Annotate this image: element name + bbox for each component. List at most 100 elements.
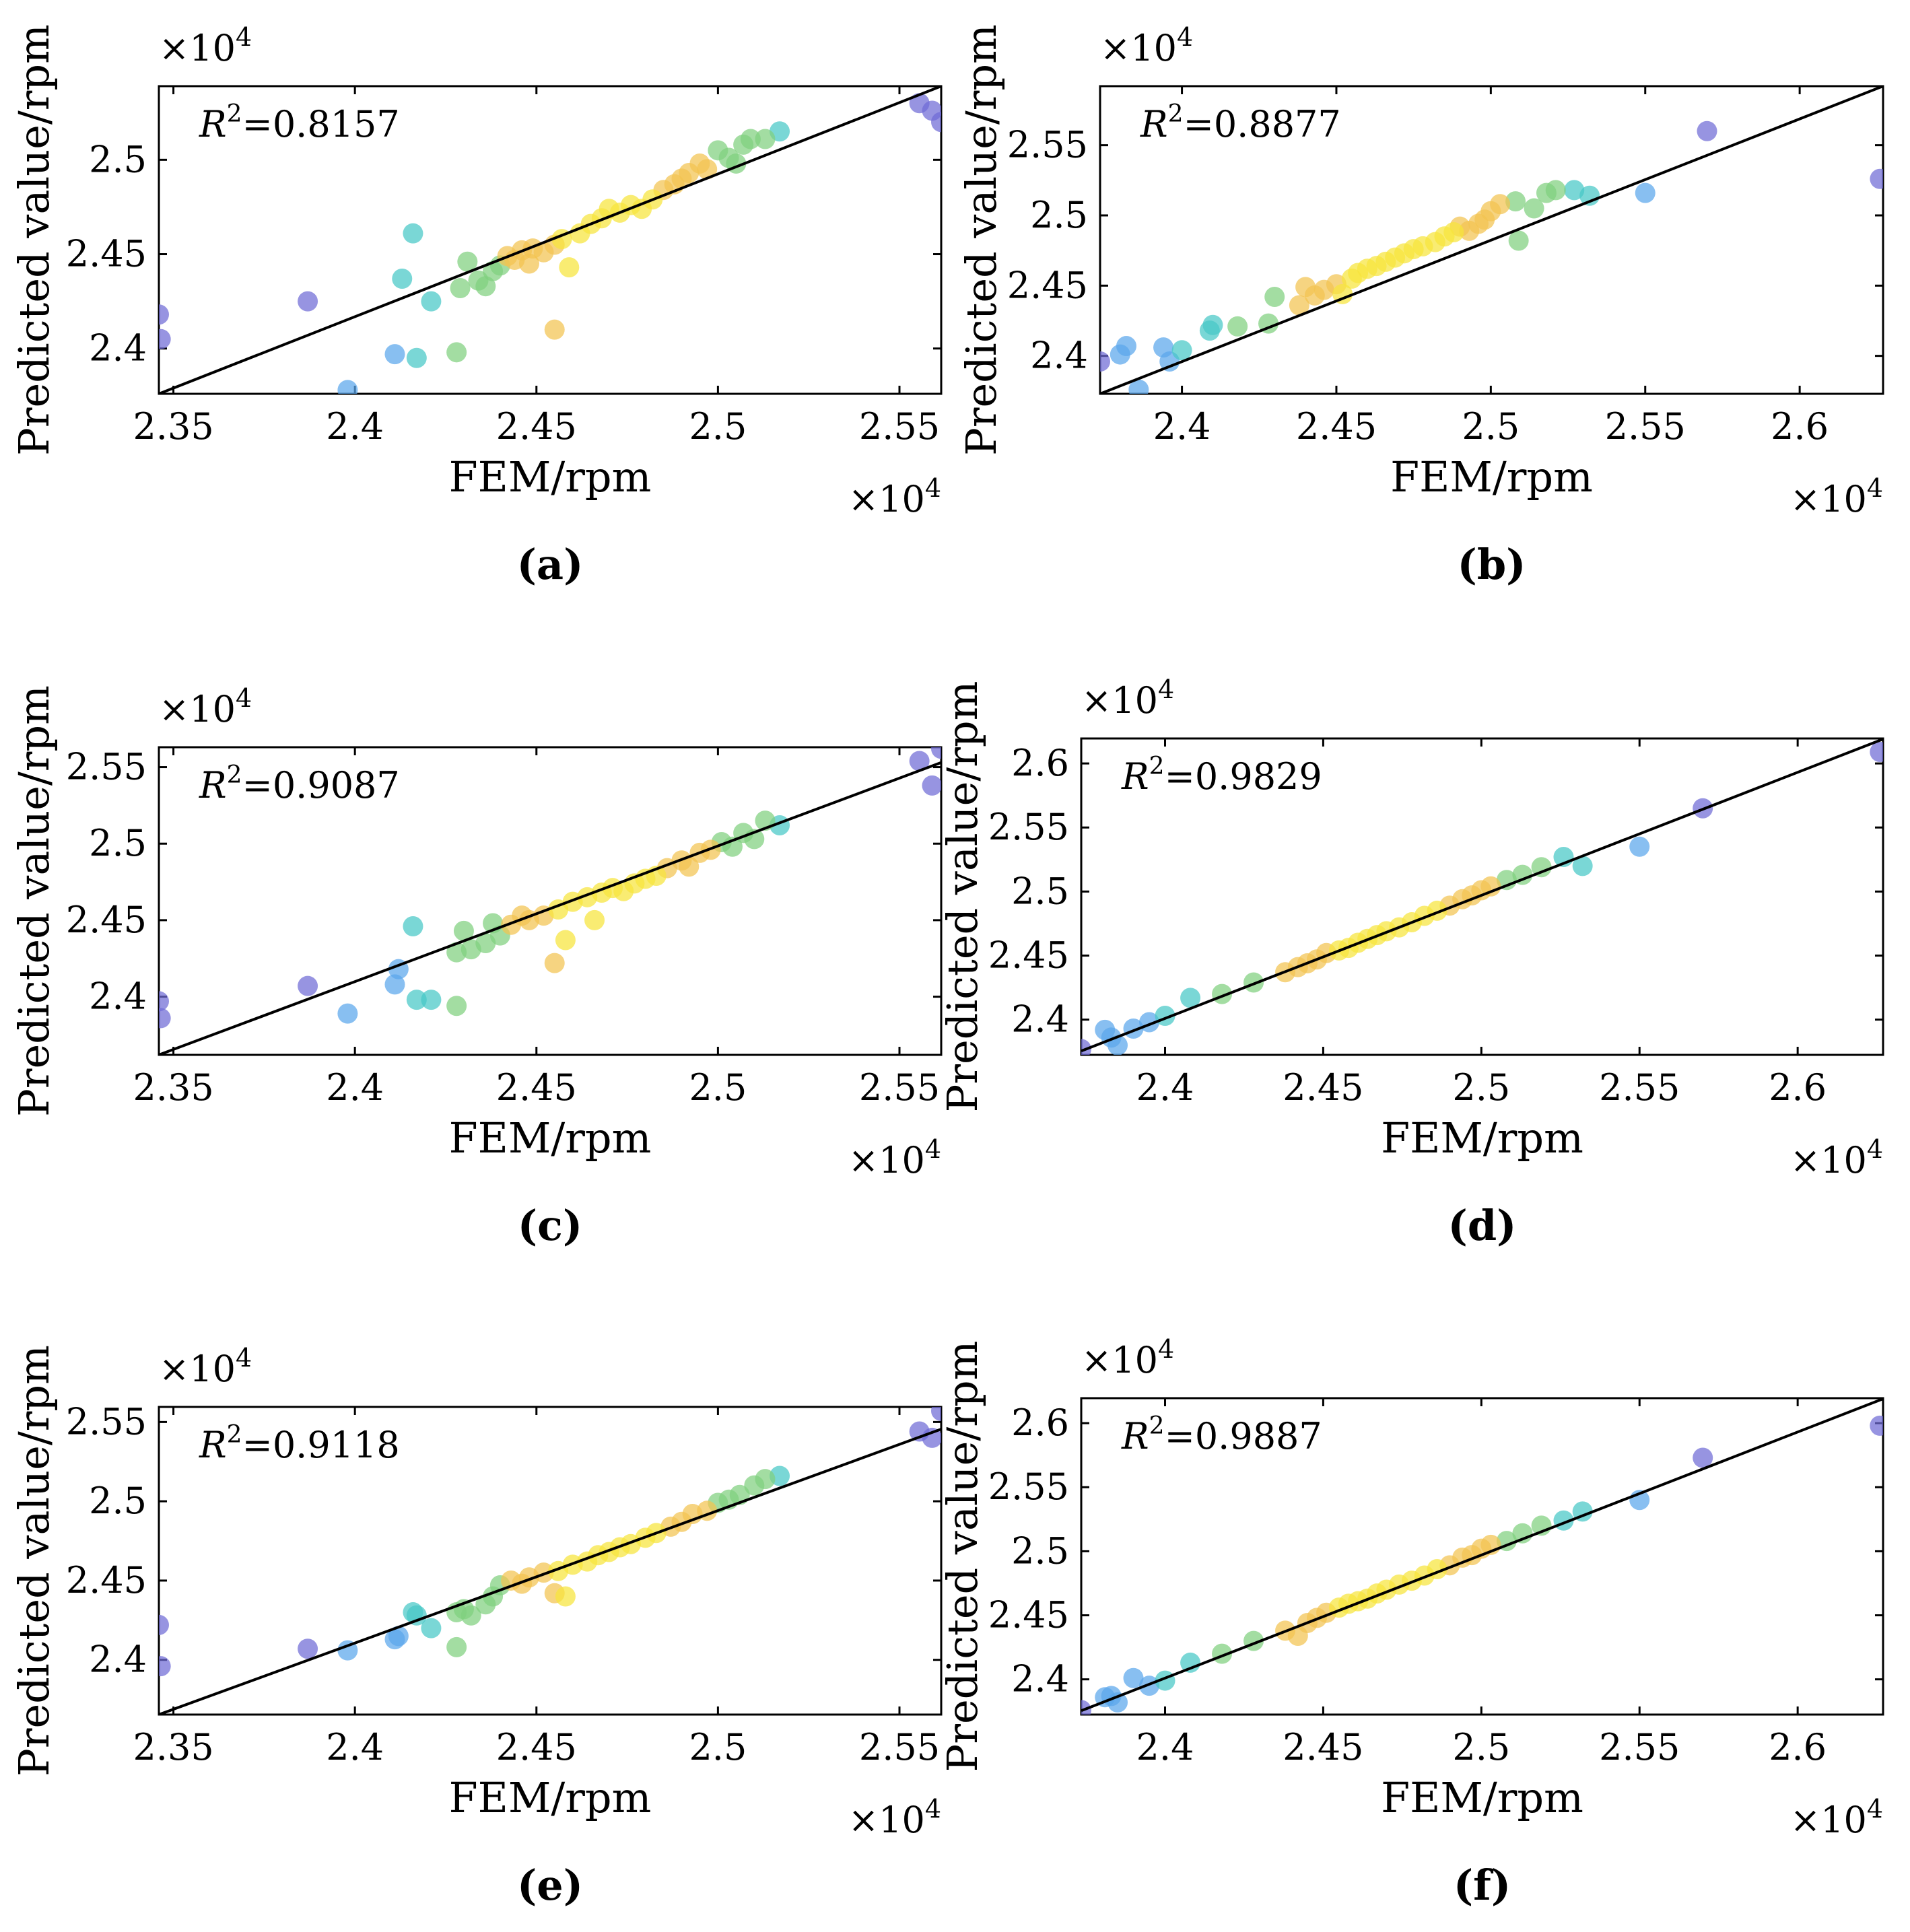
x-tick-label: 2.55: [1599, 1066, 1680, 1109]
data-point: [159, 1656, 171, 1677]
x-tick-label: 2.5: [1452, 1066, 1510, 1109]
r-squared-label: R2=0.9118: [199, 1421, 400, 1466]
data-point: [384, 974, 405, 995]
data-point: [159, 329, 171, 349]
y-multiplier: ×104: [159, 1343, 252, 1390]
x-tick-label: 2.4: [1136, 1726, 1194, 1768]
x-tick-label: 2.5: [1462, 405, 1520, 448]
fit-line: [159, 86, 941, 394]
x-axis-label: FEM/rpm: [1381, 1113, 1583, 1163]
r-squared-label: R2=0.8877: [1140, 100, 1341, 145]
y-multiplier-exponent: 4: [1158, 675, 1174, 704]
data-point: [1505, 191, 1526, 212]
data-point: [1697, 120, 1717, 141]
data-point: [1100, 351, 1110, 372]
r-squared-value: =0.9829: [1165, 755, 1322, 798]
y-tick-label: 2.5: [1011, 870, 1069, 912]
data-point: [518, 253, 539, 274]
panel-label: (b): [1457, 540, 1526, 589]
data-point: [755, 129, 776, 149]
x-multiplier-exponent: 4: [925, 473, 941, 503]
data-point: [159, 304, 169, 325]
panel-label: (a): [517, 540, 584, 589]
panel-label: (c): [518, 1201, 582, 1250]
y-multiplier: ×104: [159, 22, 252, 69]
y-multiplier-base: ×10: [1100, 27, 1177, 69]
y-multiplier-exponent: 4: [1177, 22, 1193, 52]
x-multiplier-exponent: 4: [1867, 1134, 1883, 1164]
x-tick-label: 2.45: [1283, 1726, 1363, 1768]
panel-f: 2.4 2.45 2.5 2.55 2.6 2.4 2.45 2.5 2.55 2.6 R2=0.9…: [938, 1334, 1884, 1910]
data-point: [446, 342, 467, 363]
data-point: [1572, 856, 1593, 876]
r-squared-label: R2=0.9887: [1121, 1412, 1322, 1457]
data-point: [1536, 182, 1557, 203]
y-tick-label: 2.5: [89, 1480, 147, 1522]
r-squared-exponent: 2: [1149, 1412, 1165, 1440]
x-tick-label: 2.55: [1599, 1726, 1680, 1768]
plot-frame: [158, 746, 943, 1056]
x-multiplier: ×104: [848, 473, 941, 520]
x-multiplier: ×104: [848, 1794, 941, 1841]
scatter-points: [1081, 1415, 1883, 1715]
r-squared-label: R2=0.9087: [199, 761, 400, 806]
r-squared-symbol: R: [1121, 1415, 1149, 1457]
data-point: [1635, 182, 1656, 203]
y-multiplier-base: ×10: [159, 1348, 236, 1390]
x-multiplier-base: ×10: [1790, 1799, 1867, 1841]
data-point: [559, 257, 580, 278]
y-axis-label: Predicted value/rpm: [938, 1341, 987, 1772]
x-multiplier-base: ×10: [1790, 1139, 1867, 1181]
scatter-points: [1100, 120, 1883, 394]
data-point: [1508, 230, 1529, 251]
data-point: [1289, 295, 1309, 316]
panel-b: 2.4 2.45 2.5 2.55 2.6 2.4 2.45 2.5 2.55 R2=0.8877…: [957, 22, 1884, 589]
x-tick-label: 2.6: [1769, 1066, 1827, 1109]
y-tick-label: 2.45: [1007, 264, 1088, 306]
x-multiplier-exponent: 4: [925, 1794, 941, 1824]
y-tick-label: 2.45: [988, 1594, 1069, 1636]
y-tick-label: 2.5: [1011, 1529, 1069, 1572]
x-tick-label: 2.45: [496, 1066, 577, 1109]
r-squared-symbol: R: [199, 1424, 227, 1466]
panel-a: 2.35 2.4 2.45 2.5 2.552.42.452.5R2=0.8157×10…: [9, 22, 943, 589]
data-point: [1531, 857, 1552, 878]
x-tick-label: 2.5: [689, 1066, 747, 1109]
x-tick-label: 2.55: [1605, 405, 1686, 448]
x-axis-label: FEM/rpm: [1381, 1773, 1583, 1822]
panel-label: (e): [517, 1861, 583, 1910]
x-tick-label: 2.6: [1769, 1726, 1827, 1768]
r-squared-exponent: 2: [1168, 100, 1184, 128]
data-point: [475, 276, 496, 297]
y-tick-label: 2.5: [1030, 194, 1088, 236]
r-squared-symbol: R: [199, 103, 227, 145]
x-multiplier-base: ×10: [848, 478, 925, 520]
y-tick-label: 2.5: [89, 138, 147, 180]
data-point: [599, 1542, 619, 1562]
x-tick-label: 2.5: [689, 405, 747, 448]
plot-frame: [158, 1406, 943, 1716]
y-multiplier: ×104: [1100, 22, 1193, 69]
data-point: [744, 1475, 765, 1496]
data-point: [159, 991, 169, 1012]
data-point: [584, 909, 605, 930]
data-point: [421, 291, 442, 312]
y-tick-label: 2.45: [66, 899, 147, 941]
y-axis-label: Predicted value/rpm: [9, 1345, 59, 1776]
y-multiplier-exponent: 4: [236, 683, 252, 713]
plot-frame: [158, 85, 943, 395]
y-multiplier-base: ×10: [159, 27, 236, 69]
y-multiplier-base: ×10: [1081, 1339, 1158, 1381]
y-tick-label: 2.4: [89, 1638, 147, 1681]
panel-d: 2.4 2.45 2.5 2.55 2.6 2.4 2.45 2.5 2.55 2.6 R2=0.9…: [938, 675, 1884, 1250]
scatter-points: [1081, 741, 1883, 1055]
data-point: [544, 319, 565, 340]
data-point: [1496, 870, 1517, 891]
data-point: [733, 134, 754, 155]
y-multiplier-exponent: 4: [1158, 1334, 1174, 1364]
data-point: [1123, 1667, 1144, 1688]
y-multiplier-exponent: 4: [236, 22, 252, 52]
r-squared-label: R2=0.8157: [199, 100, 400, 145]
y-axis-label: Predicted value/rpm: [9, 24, 59, 456]
